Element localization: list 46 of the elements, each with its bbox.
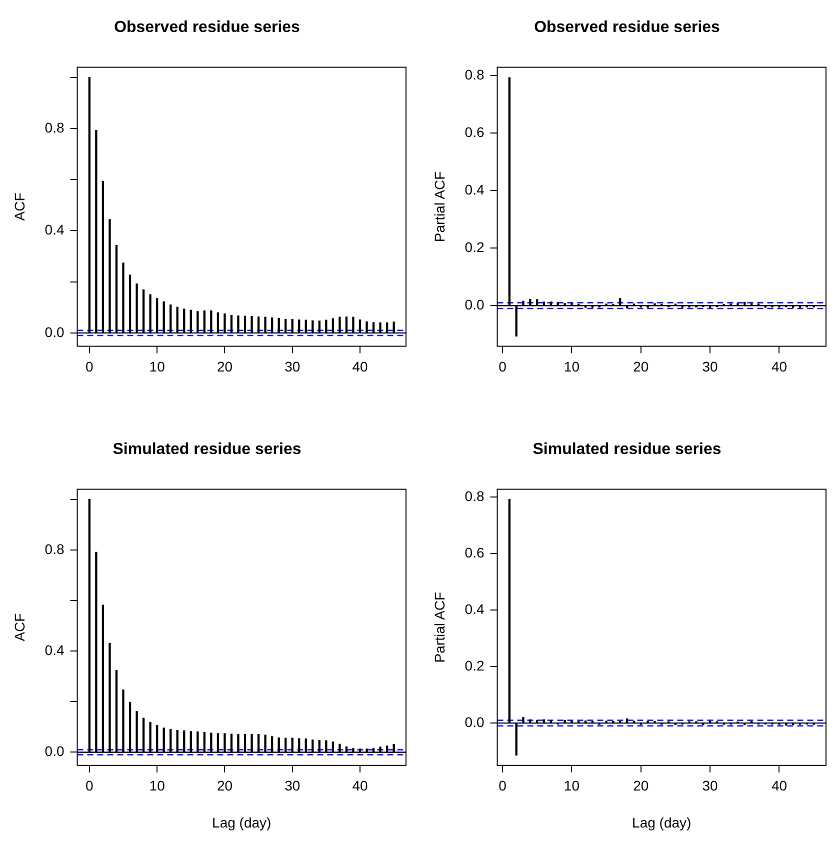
x-tick-label: 40 (771, 358, 788, 374)
y-tick-label: 0.4 (44, 222, 64, 238)
x-tick-label: 30 (702, 358, 718, 374)
x-tick-label: 20 (633, 778, 649, 794)
x-tick-label: 40 (771, 778, 788, 794)
y-tick-label: 0.0 (464, 296, 484, 313)
y-axis-title: Partial ACF (431, 171, 448, 242)
y-axis-title: Partial ACF (431, 592, 448, 663)
x-tick-label: 10 (149, 358, 166, 374)
x-tick-label: 20 (216, 778, 233, 794)
y-tick-label: 0.4 (464, 181, 484, 198)
x-tick-label: 20 (633, 358, 649, 374)
x-tick-label: 0 (498, 778, 507, 794)
x-tick-label: 20 (216, 358, 233, 374)
y-tick-label: 0.6 (464, 544, 484, 560)
y-tick-label: 0.0 (44, 743, 64, 760)
x-tick-label: 30 (284, 358, 300, 374)
y-tick-label: 0.8 (44, 540, 64, 557)
y-tick-label: 0.8 (44, 119, 64, 136)
x-tick-label: 30 (284, 778, 300, 794)
x-axis-title: Lag (day) (212, 814, 272, 830)
x-tick-label: 10 (149, 778, 166, 794)
chart-title: Observed residue series (534, 19, 720, 36)
x-axis-title: Lag (day) (632, 814, 692, 830)
y-tick-label: 0.2 (464, 238, 484, 255)
x-tick-label: 0 (86, 358, 94, 374)
x-tick-label: 0 (86, 778, 94, 794)
x-tick-label: 10 (564, 358, 580, 374)
chart-title: Simulated residue series (112, 441, 302, 458)
x-tick-label: 40 (352, 358, 368, 374)
y-tick-label: 0.8 (464, 66, 484, 82)
x-tick-label: 40 (352, 778, 368, 794)
x-tick-label: 30 (702, 778, 718, 794)
chart-title: Simulated residue series (532, 441, 722, 458)
x-tick-label: 0 (498, 358, 507, 374)
x-tick-label: 10 (564, 778, 580, 794)
y-tick-label: 0.8 (464, 488, 484, 504)
y-tick-label: 0.4 (44, 642, 64, 658)
y-axis-title: ACF (11, 192, 28, 221)
y-tick-label: 0.0 (44, 324, 64, 340)
y-tick-label: 0.0 (464, 714, 484, 730)
y-axis-title: ACF (11, 613, 28, 642)
y-tick-label: 0.6 (464, 124, 484, 140)
y-tick-label: 0.4 (464, 600, 484, 617)
y-tick-label: 0.2 (464, 657, 484, 674)
chart-title: Observed residue series (114, 19, 300, 36)
